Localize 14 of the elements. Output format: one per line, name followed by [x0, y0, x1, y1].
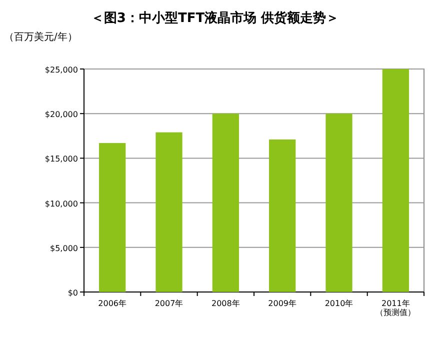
x-tick-label: 2007年	[154, 299, 184, 308]
y-tick-label: $5,000	[50, 244, 78, 253]
y-axis-title: （百万美元/年）	[4, 31, 78, 43]
x-tick-label: 2011年（预测值）	[376, 299, 416, 318]
x-tick-label: 2009年	[268, 299, 297, 308]
y-tick-label: $25,000	[44, 66, 78, 74]
y-tick-label: $15,000	[44, 154, 78, 164]
x-tick-label: 2006年	[98, 299, 127, 308]
y-tick-label: $20,000	[44, 110, 78, 120]
y-tick-label: $10,000	[44, 199, 78, 208]
x-tick-label: 2010年	[324, 299, 354, 308]
x-tick-label: 2008年	[211, 299, 240, 308]
y-tick-label: $0	[68, 288, 78, 298]
chart-title: ＜图3：中小型TFT液晶市场 供货额走势＞	[90, 10, 340, 26]
